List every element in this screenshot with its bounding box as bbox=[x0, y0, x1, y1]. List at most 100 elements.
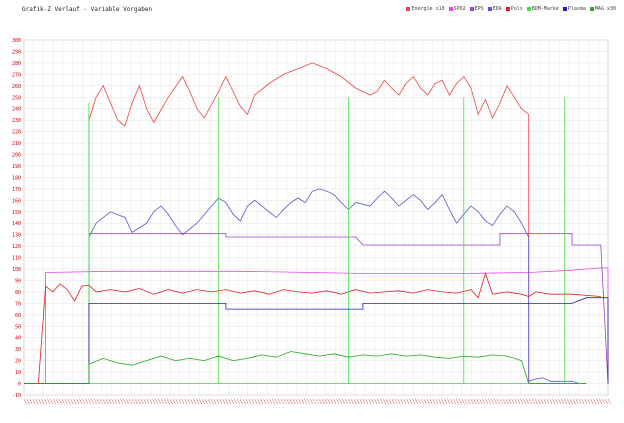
x-tick-label bbox=[26, 398, 30, 405]
x-tick-label bbox=[330, 398, 334, 405]
x-tick-label bbox=[415, 398, 418, 405]
x-tick-label bbox=[385, 398, 389, 405]
legend-item: Puls bbox=[505, 6, 523, 12]
x-tick-label bbox=[412, 398, 416, 405]
y-tick-label: 80 bbox=[15, 290, 21, 296]
x-tick-label bbox=[417, 398, 421, 405]
legend-swatch bbox=[505, 7, 510, 11]
x-tick-label bbox=[563, 398, 567, 405]
y-tick-label: 180 bbox=[12, 175, 21, 181]
x-tick-label bbox=[406, 398, 410, 405]
x-tick-label bbox=[41, 398, 45, 405]
x-tick-label bbox=[336, 398, 340, 405]
x-tick-label bbox=[76, 398, 80, 405]
legend-item: EDA bbox=[487, 6, 502, 12]
x-tick-label bbox=[584, 398, 588, 405]
x-tick-label bbox=[228, 398, 232, 405]
x-tick-label bbox=[269, 398, 272, 405]
x-tick-label bbox=[558, 398, 562, 405]
x-tick-label bbox=[263, 398, 267, 405]
x-tick-label bbox=[604, 398, 608, 405]
y-tick-label: 90 bbox=[15, 278, 21, 284]
x-tick-label bbox=[327, 398, 331, 405]
legend-swatch bbox=[406, 7, 411, 11]
x-tick-label bbox=[52, 398, 56, 405]
x-tick-label bbox=[368, 398, 372, 405]
x-tick-label bbox=[201, 398, 205, 405]
x-tick-label bbox=[426, 398, 430, 405]
x-tick-label bbox=[374, 398, 378, 405]
series-line bbox=[24, 97, 587, 384]
x-tick-label bbox=[254, 398, 258, 405]
x-tick-label bbox=[245, 398, 249, 405]
legend-item: BDM-Marke bbox=[526, 6, 559, 12]
x-tick-label bbox=[286, 398, 290, 405]
y-tick-label: 20 bbox=[15, 359, 21, 365]
x-tick-label bbox=[166, 398, 170, 405]
x-tick-label bbox=[350, 398, 354, 405]
legend-swatch bbox=[469, 7, 474, 11]
x-tick-label bbox=[283, 398, 287, 405]
legend-item: MAG x30 bbox=[589, 6, 616, 12]
x-tick-label bbox=[453, 398, 456, 405]
x-tick-label bbox=[131, 398, 135, 405]
x-tick-label bbox=[581, 398, 585, 405]
x-tick-label bbox=[523, 398, 527, 405]
legend-label: EDA bbox=[492, 6, 502, 12]
y-tick-label: 100 bbox=[12, 267, 21, 273]
x-tick-label bbox=[225, 398, 229, 405]
x-tick-label bbox=[441, 398, 445, 405]
x-tick-label bbox=[50, 398, 53, 405]
x-tick-label bbox=[307, 398, 310, 405]
x-tick-label bbox=[44, 398, 48, 405]
x-tick-label bbox=[488, 398, 491, 405]
legend-item: EPS bbox=[469, 6, 484, 12]
x-tick-label bbox=[596, 398, 600, 405]
x-tick-label bbox=[55, 398, 59, 405]
x-tick-label bbox=[444, 398, 448, 405]
x-tick-label bbox=[295, 398, 299, 405]
x-tick-label bbox=[590, 398, 594, 405]
x-tick-label bbox=[502, 398, 506, 405]
y-tick-label: 50 bbox=[15, 324, 21, 330]
x-tick-label bbox=[187, 398, 191, 405]
x-tick-label bbox=[382, 398, 386, 405]
x-tick-label bbox=[347, 398, 351, 405]
x-tick-label bbox=[93, 398, 97, 405]
y-tick-label: 30 bbox=[15, 347, 21, 353]
x-tick-label bbox=[102, 398, 106, 405]
x-tick-label bbox=[292, 398, 296, 405]
series-line bbox=[24, 62, 587, 384]
x-tick-label bbox=[196, 398, 199, 405]
x-tick-label bbox=[125, 398, 129, 405]
x-tick-label bbox=[587, 398, 591, 405]
x-tick-label bbox=[429, 398, 433, 405]
x-tick-label bbox=[120, 398, 124, 405]
series-line bbox=[24, 272, 601, 384]
x-tick-label bbox=[47, 398, 51, 405]
y-tick-label: 130 bbox=[12, 233, 21, 239]
legend-swatch bbox=[562, 7, 567, 11]
y-tick-label: 160 bbox=[12, 198, 21, 204]
x-tick-label bbox=[79, 398, 83, 405]
x-tick-label bbox=[236, 398, 240, 405]
x-tick-label bbox=[309, 398, 313, 405]
x-tick-label bbox=[593, 398, 597, 405]
x-tick-label bbox=[520, 398, 524, 405]
x-tick-label bbox=[266, 398, 270, 405]
legend-label: MAG x30 bbox=[594, 6, 616, 12]
x-tick-label bbox=[473, 398, 477, 405]
series-line bbox=[24, 351, 587, 384]
x-tick-label bbox=[152, 398, 156, 405]
x-tick-label bbox=[455, 398, 459, 405]
x-tick-label bbox=[543, 398, 547, 405]
y-tick-label: 170 bbox=[12, 187, 21, 193]
x-tick-label bbox=[377, 398, 381, 405]
y-tick-label: 240 bbox=[12, 107, 21, 113]
y-tick-label: 140 bbox=[12, 221, 21, 227]
x-tick-label bbox=[321, 398, 325, 405]
x-tick-label bbox=[485, 398, 489, 405]
x-tick-label bbox=[61, 398, 65, 405]
x-tick-label bbox=[540, 398, 544, 405]
legend-swatch bbox=[589, 7, 594, 11]
